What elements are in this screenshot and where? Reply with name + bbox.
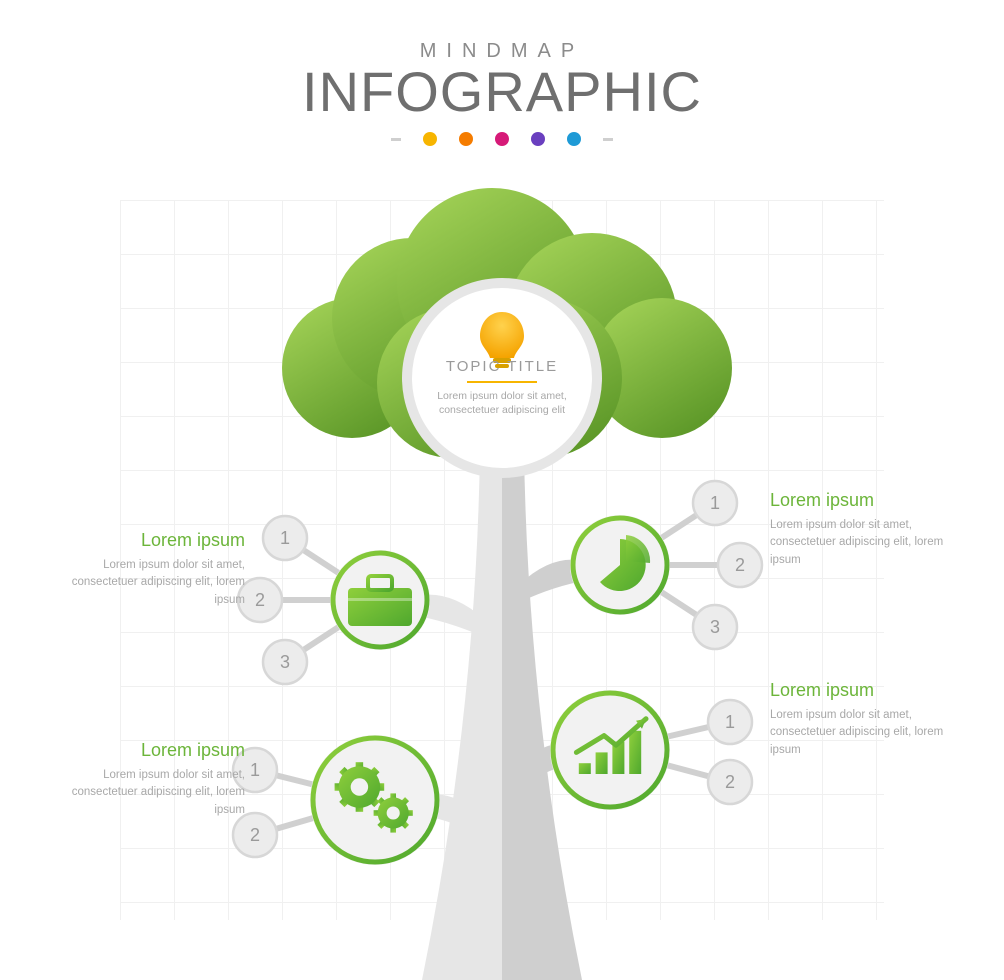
branch-text-top-left: Lorem ipsum Lorem ipsum dolor sit amet, c… xyxy=(45,530,245,609)
svg-text:2: 2 xyxy=(250,825,260,845)
branch-title: Lorem ipsum xyxy=(45,740,245,761)
branch-title: Lorem ipsum xyxy=(770,680,970,701)
svg-text:3: 3 xyxy=(280,652,290,672)
svg-text:1: 1 xyxy=(250,760,260,780)
branch-body: Lorem ipsum dolor sit amet, consectetuer… xyxy=(45,767,245,819)
branch-node-bottom-left xyxy=(310,735,440,865)
branch-title: Lorem ipsum xyxy=(45,530,245,551)
branch-text-top-right: Lorem ipsum Lorem ipsum dolor sit amet, c… xyxy=(770,490,970,569)
topic-underline xyxy=(467,381,537,383)
topic-title: TOPIC TITLE xyxy=(422,358,582,375)
branch-node-bottom-right xyxy=(550,690,670,810)
badge: 3 xyxy=(693,605,737,649)
svg-text:3: 3 xyxy=(710,617,720,637)
svg-text:1: 1 xyxy=(280,528,290,548)
svg-text:2: 2 xyxy=(255,590,265,610)
badge: 2 xyxy=(718,543,762,587)
branch-body: Lorem ipsum dolor sit amet, consectetuer… xyxy=(45,557,245,609)
badge: 2 xyxy=(233,813,277,857)
branch-node-top-right xyxy=(570,515,670,615)
branch-node-top-left xyxy=(330,550,430,650)
svg-text:1: 1 xyxy=(710,493,720,513)
branch-title: Lorem ipsum xyxy=(770,490,970,511)
badge: 3 xyxy=(263,640,307,684)
svg-text:1: 1 xyxy=(725,712,735,732)
svg-text:2: 2 xyxy=(735,555,745,575)
branch-text-bottom-right: Lorem ipsum Lorem ipsum dolor sit amet, c… xyxy=(770,680,970,759)
branch-body: Lorem ipsum dolor sit amet, consectetuer… xyxy=(770,517,970,569)
topic-text-block: TOPIC TITLE Lorem ipsum dolor sit amet, … xyxy=(422,358,582,417)
topic-body: Lorem ipsum dolor sit amet, consectetuer… xyxy=(422,389,582,417)
branch-text-bottom-left: Lorem ipsum Lorem ipsum dolor sit amet, c… xyxy=(45,740,245,819)
infographic-canvas: MINDMAP INFOGRAPHIC 1 xyxy=(0,0,1004,980)
badge: 1 xyxy=(693,481,737,525)
badge: 1 xyxy=(708,700,752,744)
branch-body: Lorem ipsum dolor sit amet, consectetuer… xyxy=(770,707,970,759)
badge: 2 xyxy=(708,760,752,804)
svg-text:2: 2 xyxy=(725,772,735,792)
badge: 1 xyxy=(263,516,307,560)
